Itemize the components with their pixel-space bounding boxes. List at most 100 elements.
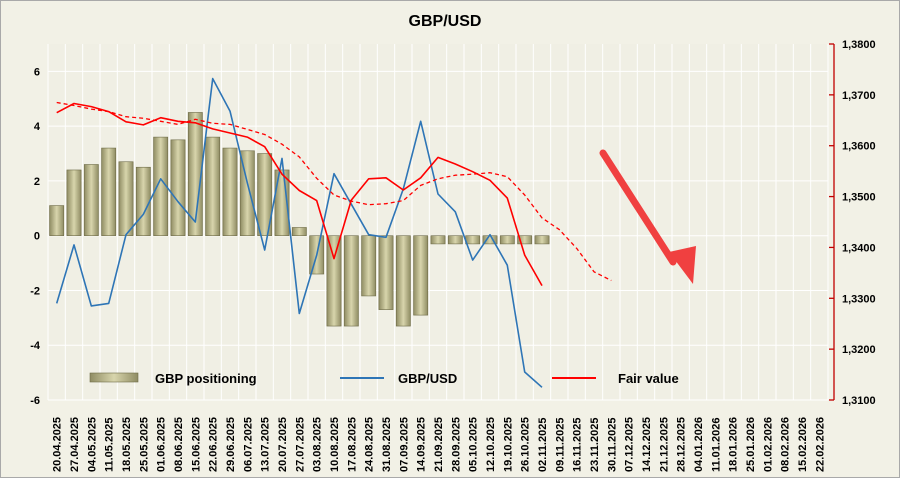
positioning-bar — [153, 136, 169, 236]
x-tick-label: 26.10.2025 — [520, 417, 532, 472]
x-tick-label: 13.07.2025 — [260, 417, 272, 472]
left-tick-label: 2 — [34, 176, 40, 188]
positioning-bar — [413, 235, 429, 316]
x-tick-label: 25.01.2026 — [745, 417, 757, 472]
x-tick-label: 18.05.2025 — [121, 417, 133, 472]
x-tick-label: 27.04.2025 — [69, 417, 81, 472]
positioning-bar — [187, 112, 203, 236]
positioning-bar — [49, 205, 65, 236]
x-tick-label: 07.09.2025 — [398, 417, 410, 472]
x-tick-label: 10.08.2025 — [329, 417, 341, 472]
x-tick-label: 15.02.2026 — [797, 417, 809, 472]
x-tick-label: 16.11.2025 — [572, 418, 584, 472]
forecast-arrow — [599, 149, 696, 284]
x-tick-label: 27.07.2025 — [294, 417, 306, 472]
x-tick-label: 05.10.2025 — [468, 417, 480, 472]
x-tick-label: 24.08.2025 — [364, 417, 376, 472]
right-tick-label: 1,3500 — [842, 192, 876, 204]
x-tick-label: 04.01.2026 — [693, 417, 705, 472]
x-tick-label: 11.01.2026 — [710, 418, 722, 472]
fair-value-line — [56, 102, 543, 286]
x-tick-label: 06.07.2025 — [242, 417, 254, 472]
positioning-bar — [239, 150, 255, 236]
legend: GBP positioning GBP/USD Fair value — [89, 371, 679, 386]
right-tick-label: 1,3100 — [842, 395, 876, 407]
x-tick-label: 20.07.2025 — [277, 417, 289, 472]
x-tick-label: 14.12.2025 — [641, 417, 653, 472]
positioning-bar — [465, 235, 481, 245]
legend-label: GBP/USD — [398, 371, 457, 386]
x-tick-label: 02.11.2025 — [537, 418, 549, 472]
x-tick-label: 22.06.2025 — [208, 417, 220, 472]
x-tick-label: 15.06.2025 — [190, 417, 202, 472]
right-tick-label: 1,3400 — [842, 242, 876, 254]
positioning-bar — [135, 166, 151, 236]
x-tick-label: 21.09.2025 — [433, 417, 445, 472]
positioning-bar — [395, 235, 411, 327]
right-tick-label: 1,3200 — [842, 344, 876, 356]
gbpusd-line — [55, 77, 543, 388]
chart-title: GBP/USD — [409, 13, 482, 30]
positioning-bar — [101, 147, 117, 236]
x-tick-label: 14.09.2025 — [416, 417, 428, 472]
legend-label: GBP positioning — [155, 371, 257, 386]
positioning-bars — [49, 112, 550, 327]
positioning-bar — [517, 235, 533, 245]
right-tick-label: 1,3600 — [842, 141, 876, 153]
x-tick-label: 29.06.2025 — [225, 417, 237, 472]
arrow-shaft — [599, 149, 677, 266]
series-lines — [55, 77, 612, 388]
x-tick-label: 08.02.2026 — [780, 417, 792, 472]
x-tick-label: 08.06.2025 — [173, 417, 185, 472]
grid-lines — [47, 44, 829, 401]
positioning-bar — [83, 164, 99, 236]
x-tick-label: 11.05.2025 — [104, 418, 116, 472]
left-tick-label: 0 — [34, 231, 40, 243]
fair-value-forecast-line — [56, 101, 612, 282]
left-tick-label: 6 — [34, 66, 40, 78]
positioning-bar — [118, 161, 134, 236]
x-axis: 20.04.2025 27.04.2025 04.05.2025 11.05.2025… — [52, 417, 827, 472]
positioning-bar — [222, 147, 238, 236]
x-tick-label: 31.08.2025 — [381, 417, 393, 472]
left-tick-label: 4 — [34, 121, 41, 133]
x-tick-label: 21.12.2025 — [658, 417, 670, 472]
positioning-bar — [66, 169, 82, 236]
positioning-bar — [326, 235, 342, 327]
right-tick-label: 1,3300 — [842, 293, 876, 305]
x-tick-label: 18.01.2026 — [728, 417, 740, 472]
right-axis: 1,3800 1,3700 1,3600 1,3500 1,3400 1,3300 1,32… — [829, 39, 876, 407]
legend-swatch-bar — [89, 372, 139, 383]
x-tick-label: 12.10.2025 — [485, 417, 497, 472]
positioning-bar — [170, 139, 186, 236]
x-tick-label: 09.11.2025 — [554, 418, 566, 472]
x-tick-label: 04.05.2025 — [86, 417, 98, 472]
x-tick-label: 03.08.2025 — [312, 417, 324, 472]
x-tick-label: 01.02.2026 — [762, 417, 774, 472]
x-tick-label: 28.09.2025 — [450, 417, 462, 472]
right-tick-label: 1,3800 — [842, 39, 876, 51]
positioning-bar — [378, 235, 394, 310]
x-tick-label: 17.08.2025 — [346, 417, 358, 472]
arrow-head — [669, 246, 696, 284]
left-axis: 6 4 2 0 -2 -4 -6 — [30, 66, 41, 407]
left-tick-label: -2 — [30, 285, 40, 297]
left-tick-label: -4 — [30, 340, 41, 352]
x-tick-label: 22.02.2026 — [814, 417, 826, 472]
positioning-bar — [430, 235, 446, 245]
x-tick-label: 28.12.2025 — [676, 417, 688, 472]
positioning-bar — [361, 235, 377, 297]
x-tick-label: 19.10.2025 — [502, 417, 514, 472]
x-tick-label: 30.11.2025 — [606, 418, 618, 472]
positioning-bar — [291, 227, 307, 236]
x-tick-label: 20.04.2025 — [52, 417, 64, 472]
x-tick-label: 01.06.2025 — [156, 417, 168, 472]
positioning-bar — [447, 235, 463, 245]
positioning-bar — [343, 235, 359, 327]
left-tick-label: -6 — [30, 395, 40, 407]
x-tick-label: 07.12.2025 — [624, 417, 636, 472]
positioning-bar — [499, 235, 515, 245]
legend-label: Fair value — [618, 371, 679, 386]
positioning-bar — [534, 235, 550, 245]
